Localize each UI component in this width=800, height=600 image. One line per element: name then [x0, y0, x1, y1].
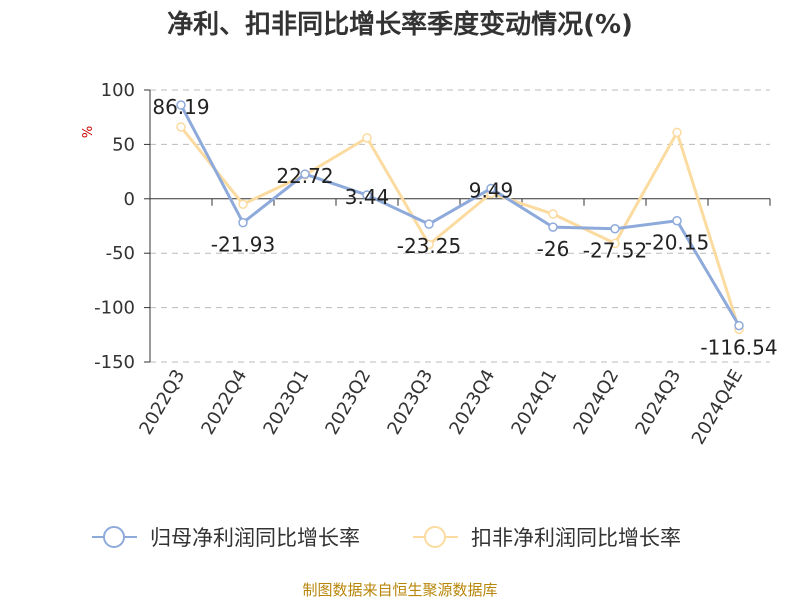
data-point: [424, 239, 434, 250]
data-point: [548, 209, 558, 219]
chart-title: 净利、扣非同比增长率季度变动情况(%): [167, 9, 633, 40]
x-tick-label: 2024Q3: [631, 366, 685, 438]
x-tick-label: 2023Q3: [383, 366, 437, 438]
x-tick-label: 2022Q3: [135, 366, 189, 438]
y-tick-label: -100: [94, 298, 135, 319]
x-tick-label: 2024Q4E: [688, 366, 748, 448]
data-point: [238, 217, 248, 228]
x-tick-label: 2023Q2: [321, 366, 375, 438]
y-tick-label: -150: [94, 352, 135, 373]
source-note: 制图数据来自恒生聚源数据库: [302, 581, 497, 599]
data-point: [734, 320, 744, 331]
data-point: [486, 183, 496, 194]
data-point: [300, 169, 310, 179]
data-point: [238, 199, 248, 209]
x-tick-label: 2023Q4: [445, 366, 499, 438]
data-label: -27.52: [583, 239, 647, 263]
data-label: -26: [537, 237, 570, 261]
data-label: -20.15: [645, 231, 709, 255]
data-point: [362, 133, 372, 143]
data-label: 86.19: [152, 95, 209, 119]
data-label: 3.44: [345, 185, 390, 209]
series-line: [179, 104, 741, 327]
data-label: -23.25: [397, 234, 461, 258]
y-tick-label: 50: [112, 134, 135, 155]
data-point: [362, 190, 372, 200]
data-point: [610, 238, 620, 249]
legend-marker: [424, 526, 446, 548]
x-tick-label: 2024Q2: [569, 366, 623, 438]
data-label: -116.54: [700, 336, 777, 360]
y-tick-label: -50: [106, 243, 135, 264]
data-point: [424, 219, 434, 229]
data-point: [548, 222, 558, 232]
x-tick-label: 2022Q4: [197, 366, 251, 438]
y-axis-unit: %: [81, 126, 96, 138]
data-label: 22.72: [276, 164, 333, 188]
y-tick-label: 100: [101, 80, 135, 101]
legend-label: 归母净利润同比增长率: [150, 526, 360, 550]
legend: 归母净利润同比增长率 扣非净利润同比增长率: [92, 526, 681, 550]
series-line: [179, 126, 741, 330]
data-point: [176, 100, 186, 110]
data-point: [176, 122, 186, 132]
data-label: -21.93: [211, 233, 275, 257]
data-point: [610, 223, 620, 234]
series-lines: [176, 100, 744, 335]
data-point: [672, 215, 682, 226]
legend-label: 扣非净利润同比增长率: [471, 526, 681, 550]
y-tick-label: 0: [124, 189, 135, 210]
grid: [150, 89, 770, 363]
x-tick-label: 2024Q1: [507, 366, 561, 438]
data-point: [672, 127, 682, 138]
legend-marker: [103, 526, 125, 548]
x-tick-label: 2023Q1: [259, 366, 313, 438]
data-label: 9.49: [469, 178, 514, 202]
